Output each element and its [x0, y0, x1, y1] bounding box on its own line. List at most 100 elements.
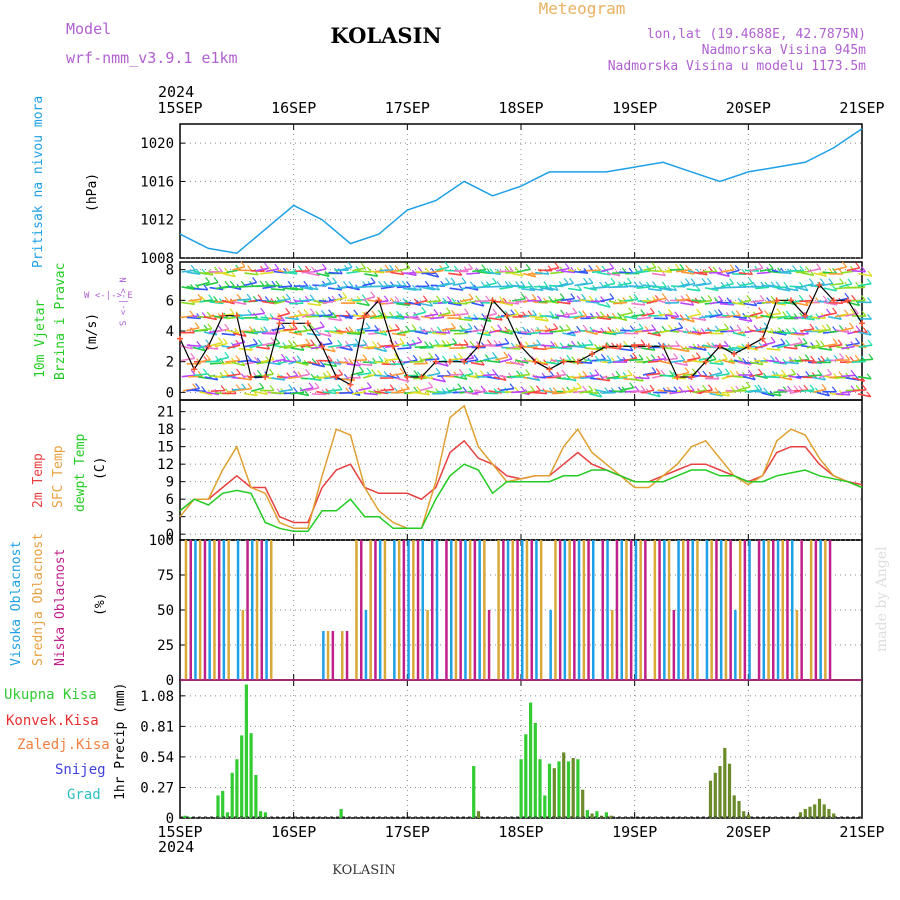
wind-barb	[823, 301, 838, 306]
precip-bar	[827, 809, 831, 818]
wind-barb-flag	[577, 285, 583, 291]
wind-barb-flag	[321, 263, 327, 270]
wind-barb-flag	[606, 355, 612, 361]
wind-barb-flag	[230, 271, 236, 277]
wind-barb	[436, 266, 450, 271]
wind-barb-flag	[257, 370, 262, 376]
wind-barb-flag	[604, 281, 610, 288]
wind-barb-flag	[330, 346, 336, 352]
precip-legend-1: Ukupna Kisa	[4, 687, 97, 703]
cloud-bar	[393, 540, 396, 680]
wind-barb-flag	[604, 387, 610, 393]
wind-barb	[535, 271, 549, 275]
wind-barb-flag	[388, 264, 394, 271]
wind-barb	[560, 282, 574, 287]
cloud-bar	[734, 610, 737, 680]
cloud-bar	[791, 540, 794, 680]
wind-barb-flag	[609, 293, 615, 299]
wind-barb-flag	[674, 263, 680, 270]
wind-barb	[573, 390, 587, 394]
wind-barb	[857, 282, 872, 287]
cloud-bar	[691, 540, 694, 680]
wind-barb	[435, 361, 449, 367]
wind-barb	[833, 266, 847, 271]
wind-barb-flag	[650, 354, 656, 360]
precip-bar	[732, 795, 736, 818]
wind-barb-flag	[213, 296, 219, 302]
wind-barb-flag	[747, 369, 753, 376]
wind-barb-flag	[389, 384, 395, 390]
wind-barb	[472, 268, 486, 273]
wind-barb	[585, 374, 600, 378]
wind-barb	[414, 299, 428, 305]
wind-barb-flag	[626, 277, 632, 284]
wind-barb	[390, 316, 405, 320]
wind-barb-flag	[866, 329, 872, 336]
wind-barb-flag	[867, 270, 873, 277]
wind-barb-flag	[866, 373, 872, 380]
cloud-bar	[757, 540, 761, 680]
wind-barb	[671, 359, 685, 363]
wind-barb-flag	[583, 277, 588, 284]
wind-barb	[407, 287, 422, 291]
wind-barb-flag	[473, 389, 479, 395]
wind-barb	[339, 346, 353, 351]
wind-barb	[631, 302, 646, 306]
wind-barb	[779, 376, 793, 381]
wind-barb-flag	[461, 277, 467, 284]
wind-barb-flag	[780, 338, 786, 345]
wind-barb-flag	[399, 367, 405, 374]
wind-barb	[448, 387, 462, 392]
cloud-bar	[563, 540, 567, 680]
wind-barb-flag	[433, 308, 439, 315]
wind-barb	[686, 299, 700, 304]
wind-barb	[290, 347, 305, 351]
wind-barb-flag	[695, 352, 701, 359]
wind-barb-flag	[550, 340, 556, 347]
wind-barb-flag	[661, 293, 667, 299]
wind-barb	[777, 270, 792, 275]
wind-barb	[511, 361, 524, 367]
wind-barb	[738, 318, 753, 323]
cloud-bar	[781, 540, 784, 680]
precip-bar	[552, 768, 556, 818]
wind-barb	[857, 393, 871, 398]
cloud-bar	[539, 540, 543, 680]
wind-barb	[800, 283, 814, 288]
wind-barb	[800, 359, 815, 362]
wind-barb-flag	[576, 325, 582, 332]
wind-barb	[447, 302, 462, 307]
wind-barb-flag	[257, 294, 263, 301]
wind-barb	[602, 282, 616, 288]
wind-barb	[540, 375, 554, 379]
wind-barb	[284, 316, 299, 321]
wind-barb	[857, 375, 872, 380]
wind-barb-flag	[343, 281, 348, 287]
precip-unit: 1hr Precip (mm)	[113, 683, 128, 800]
wind-barb-flag	[791, 368, 796, 375]
wind-barb-flag	[348, 387, 354, 393]
wind-barb-flag	[366, 382, 372, 388]
wind-barb-flag	[701, 278, 707, 284]
wind-barb-flag	[194, 322, 200, 329]
wind-barb-flag	[850, 369, 856, 376]
wind-barb	[339, 361, 354, 365]
wind-barb	[619, 311, 633, 317]
wind-barb-flag	[304, 390, 310, 396]
wind-barb-flag	[252, 338, 258, 345]
wind-barb-flag	[336, 358, 342, 365]
wind-barb-flag	[463, 339, 469, 346]
wind-barb-flag	[832, 285, 838, 292]
wind-barb-flag	[754, 384, 760, 391]
wind-barb	[523, 346, 538, 349]
wind-barb	[652, 297, 667, 302]
wind-barb	[727, 329, 741, 332]
wind-barb	[364, 273, 378, 277]
wind-barb-flag	[205, 277, 211, 283]
wind-barb-flag	[569, 277, 574, 284]
wind-barb	[193, 373, 208, 377]
cloud-bar	[511, 540, 514, 680]
wind-barb	[339, 285, 354, 290]
wind-barb-flag	[435, 367, 441, 374]
wind-barb-flag	[600, 353, 606, 360]
